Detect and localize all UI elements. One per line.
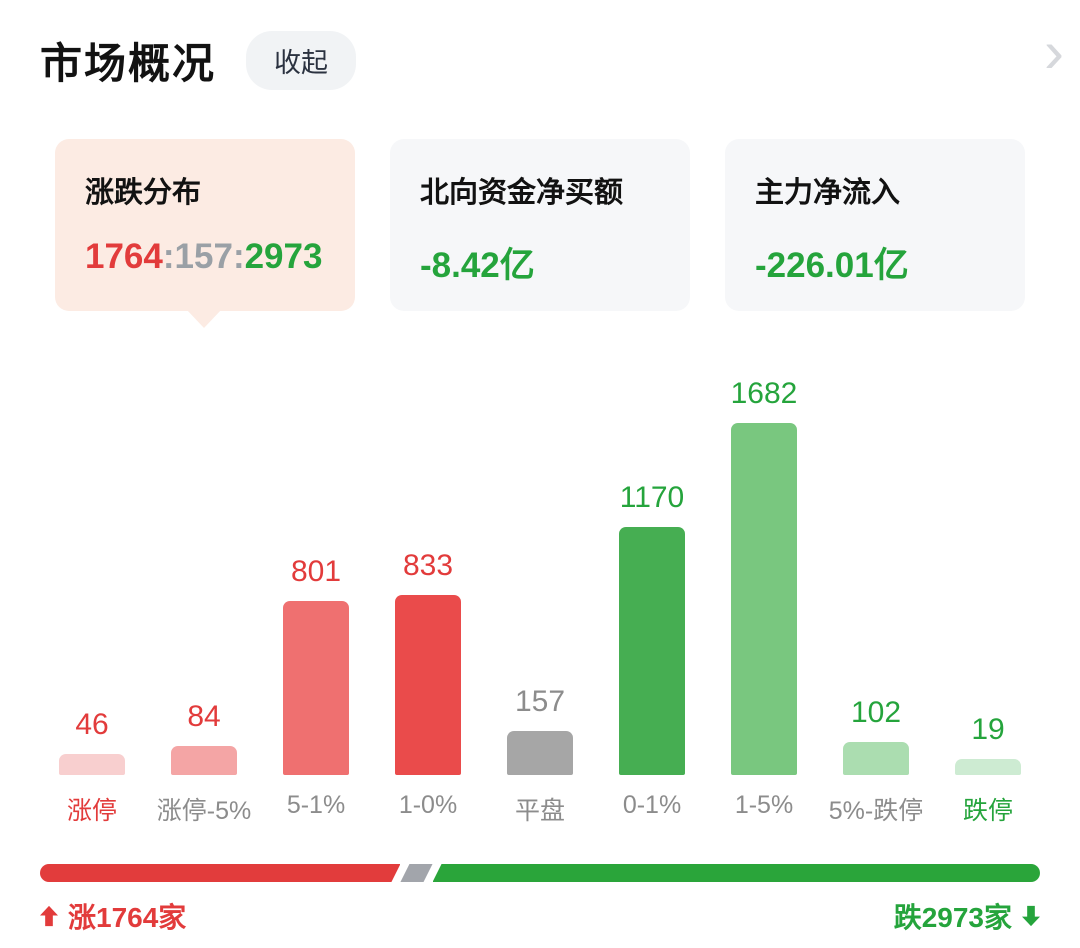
distribution-chart: 46 84 801 833 157 1170 1682 102 19 涨停 涨停-5% 5-1% 1-… (40, 375, 1040, 827)
bar[interactable] (507, 731, 573, 775)
bar-column-涨停-5%[interactable]: 84 (152, 700, 256, 775)
bar[interactable] (283, 601, 349, 775)
down-summary: 跌2973家 (894, 896, 1040, 936)
card-main-net-inflow[interactable]: 主力净流入 -226.01亿 (725, 139, 1025, 311)
bar-column-涨停[interactable]: 46 (40, 708, 144, 775)
bar-column-5%-跌停[interactable]: 102 (824, 696, 928, 775)
bar[interactable] (59, 753, 125, 775)
colon-separator: : (162, 237, 175, 276)
progress-flat-segment (400, 864, 432, 882)
header: 市场概况 收起 › (0, 0, 1080, 91)
bar-column-0-1%[interactable]: 1170 (600, 480, 704, 775)
summary-cards: 涨跌分布 1764:157:2973 北向资金净买额 -8.42亿 主力净流入 … (0, 91, 1080, 328)
progress-up-segment (40, 864, 400, 882)
bar-chart: 46 84 801 833 157 1170 1682 102 19 (40, 375, 1040, 775)
flat-count-text: 157 (174, 237, 233, 276)
bar-value-label: 157 (514, 685, 566, 719)
summary-footer: 涨1764家 跌2973家 (40, 896, 1040, 936)
bar-column-5-1%[interactable]: 801 (264, 555, 368, 775)
down-summary-label: 跌2973家 (893, 902, 1012, 933)
card-rise-fall-distribution[interactable]: 涨跌分布 1764:157:2973 (55, 139, 355, 328)
progress-down-segment (432, 864, 1040, 882)
up-arrow-icon (40, 905, 58, 927)
down-count-text: 2973 (244, 237, 323, 276)
card-title: 主力净流入 (755, 177, 901, 209)
bar-value-label: 46 (75, 707, 109, 741)
bar-column-1-5%[interactable]: 1682 (712, 377, 816, 775)
bar-category-label: 0-1% (622, 791, 682, 819)
bar[interactable] (395, 594, 461, 775)
down-arrow-icon (1022, 905, 1040, 927)
bar[interactable] (955, 759, 1021, 775)
card-northbound-funds[interactable]: 北向资金净买额 -8.42亿 (390, 139, 690, 311)
bar-category-label: 5%-跌停 (828, 797, 924, 825)
bar-categories: 涨停 涨停-5% 5-1% 1-0% 平盘 0-1% 1-5% 5%-跌停 跌停 (40, 791, 1040, 827)
bar-category-label: 涨停-5% (156, 797, 252, 825)
up-count-text: 1764 (85, 237, 163, 276)
bar[interactable] (731, 423, 797, 775)
distribution-ratio: 1764:157:2973 (85, 237, 325, 277)
bar-value-label: 833 (402, 548, 454, 582)
bar-value-label: 801 (290, 555, 342, 589)
northbound-value: -8.42亿 (420, 246, 535, 285)
bar[interactable] (619, 526, 685, 775)
bar-value-label: 19 (971, 713, 1005, 747)
card-title: 涨跌分布 (85, 177, 202, 209)
bar-category-label: 涨停 (66, 797, 117, 825)
bar[interactable] (843, 742, 909, 775)
advance-decline-bar (40, 864, 1040, 882)
bar-value-label: 1682 (730, 377, 798, 410)
bar-category-label: 1-5% (734, 791, 794, 819)
collapse-button[interactable]: 收起 (246, 31, 357, 90)
bar-value-label: 84 (187, 700, 221, 733)
bar-value-label: 102 (850, 696, 902, 730)
bar-category-label: 5-1% (286, 791, 346, 819)
bar-column-1-0%[interactable]: 833 (376, 549, 480, 775)
active-card-pointer (187, 310, 221, 328)
up-summary-label: 涨1764家 (68, 902, 187, 933)
bar-category-label: 平盘 (514, 797, 565, 825)
card-title: 北向资金净买额 (420, 177, 624, 209)
bar-column-平盘[interactable]: 157 (488, 685, 592, 775)
bar-category-label: 1-0% (398, 791, 458, 819)
page-title: 市场概况 (40, 40, 217, 87)
chevron-right-icon[interactable]: › (1044, 18, 1064, 85)
up-summary: 涨1764家 (40, 896, 186, 936)
colon-separator: : (232, 237, 245, 276)
bar-category-label: 跌停 (962, 797, 1013, 825)
bar-value-label: 1170 (619, 480, 685, 514)
bar-column-跌停[interactable]: 19 (936, 713, 1040, 775)
bar[interactable] (171, 746, 237, 775)
main-inflow-value: -226.01亿 (755, 246, 909, 285)
